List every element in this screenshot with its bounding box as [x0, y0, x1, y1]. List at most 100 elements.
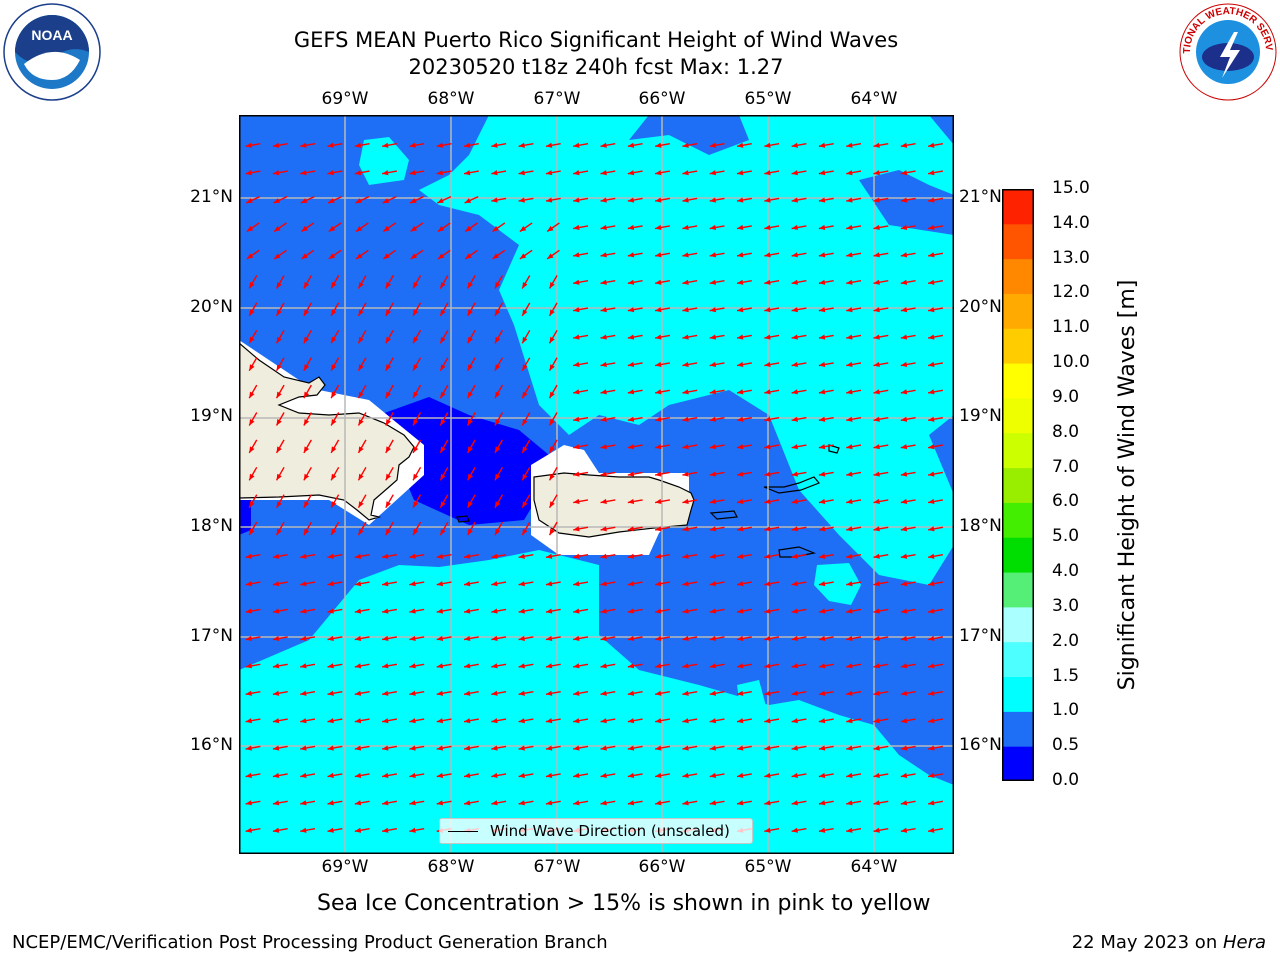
wave-direction-arrowhead [328, 253, 336, 259]
wave-direction-arrowhead [518, 142, 525, 148]
wave-direction-arrowhead [928, 471, 935, 477]
wave-direction-arrowhead [737, 800, 744, 806]
wave-direction-arrowhead [549, 473, 555, 481]
wave-direction-arrowhead [900, 772, 908, 779]
lat-label-right: 20°N [959, 297, 1002, 317]
wave-direction-arrowhead [818, 279, 826, 285]
wave-direction-arrowhead [358, 473, 364, 481]
wave-direction-arrowhead [900, 718, 908, 724]
wave-direction-arrowhead [873, 361, 880, 368]
wave-direction-arrowhead [573, 197, 580, 203]
wave-direction-arrowhead [600, 635, 607, 642]
wave-direction-arrowhead [301, 253, 308, 259]
wave-direction-arrowhead [737, 389, 744, 395]
wave-direction-arrowhead [413, 309, 419, 316]
wave-direction-arrowhead [655, 526, 662, 532]
footer-date: 22 May 2023 on Hera [1072, 932, 1266, 953]
wave-direction-arrowhead [385, 473, 392, 481]
wave-direction-arrowhead [518, 581, 525, 587]
wave-direction-arrowhead [791, 444, 798, 450]
wave-direction-arrowhead [846, 581, 853, 587]
wave-direction-arrowhead [764, 389, 771, 395]
colorbar-segment [1002, 328, 1034, 364]
wave-direction-arrowhead [464, 800, 471, 806]
wave-direction-arrowhead [331, 528, 337, 536]
wave-direction-arrowhead [764, 170, 771, 176]
wave-direction-arrowhead [413, 473, 419, 481]
wave-direction-arrowhead [818, 663, 826, 669]
wave-direction-arrowhead [900, 553, 908, 559]
wave-direction-arrowhead [522, 501, 528, 508]
lat-label-left: 17°N [190, 626, 233, 646]
wave-direction-arrowhead [549, 446, 555, 453]
wave-direction-arrowhead [464, 553, 471, 559]
wave-direction-arrowhead [873, 718, 880, 724]
wave-direction-arrowhead [300, 690, 307, 696]
wave-direction-arrowhead [549, 309, 555, 316]
wave-direction-arrowhead [358, 364, 364, 371]
wave-direction-arrowhead [491, 142, 498, 148]
wave-direction-arrowhead [682, 663, 689, 669]
wave-direction-arrowhead [522, 309, 528, 316]
wave-direction-arrowhead [900, 690, 908, 696]
wave-direction-arrowhead [382, 608, 389, 614]
wave-direction-arrowhead [846, 279, 853, 285]
wave-direction-arrowhead [655, 444, 662, 450]
wave-direction-arrowhead [682, 224, 689, 231]
wave-direction-arrowhead [737, 361, 744, 368]
lon-label-bottom: 67°W [533, 857, 581, 877]
wave-direction-arrowhead [682, 471, 689, 477]
wave-direction-arrowhead [627, 553, 635, 559]
wave-direction-arrowhead [327, 718, 334, 724]
wave-direction-arrowhead [900, 745, 908, 751]
wave-direction-arrowhead [900, 471, 908, 477]
wave-direction-arrowhead [354, 690, 362, 696]
wave-direction-arrowhead [655, 252, 662, 258]
wave-direction-arrowhead [737, 498, 744, 505]
wave-direction-arrowhead [846, 718, 853, 724]
wave-direction-arrowhead [709, 800, 717, 806]
wave-direction-arrowhead [272, 635, 280, 642]
wave-direction-arrowhead [549, 528, 555, 536]
wave-direction-arrowhead [791, 334, 798, 340]
wave-direction-arrowhead [358, 528, 364, 536]
legend-line-swatch [448, 830, 478, 832]
colorbar-segment [1002, 363, 1034, 399]
wave-direction-arrowhead [764, 581, 771, 587]
wave-direction-arrowhead [627, 526, 635, 532]
sea-ice-note: Sea Ice Concentration > 15% is shown in … [317, 891, 931, 916]
wave-direction-arrowhead [764, 498, 771, 505]
wave-direction-arrowhead [545, 553, 553, 559]
wave-direction-arrowhead [549, 336, 555, 344]
wave-direction-arrowhead [358, 391, 364, 399]
wave-direction-arrowhead [928, 142, 935, 148]
wave-direction-arrowhead [573, 307, 580, 313]
footer-host: Hera [1222, 932, 1266, 953]
wave-direction-arrowhead [272, 827, 280, 833]
wave-direction-arrowhead [245, 553, 252, 559]
wave-direction-arrowhead [737, 142, 744, 148]
wave-direction-arrowhead [818, 690, 826, 696]
wave-direction-arrowhead [791, 718, 798, 724]
wave-direction-arrowhead [437, 253, 445, 259]
wave-direction-arrowhead [303, 501, 310, 508]
wave-direction-arrowhead [573, 170, 580, 176]
colorbar-segment [1002, 606, 1034, 643]
wave-direction-arrowhead [764, 307, 771, 313]
wave-direction-arrowhead [764, 745, 771, 751]
colorbar-tick-label: 0.0 [1052, 770, 1080, 790]
wave-direction-arrowhead [409, 142, 416, 148]
wave-band-1.0-1.5-islet-a [359, 137, 409, 185]
wave-direction-arrowhead [494, 281, 501, 289]
wave-direction-arrowhead [464, 745, 471, 751]
wave-direction-arrowhead [791, 170, 798, 176]
wave-direction-arrowhead [300, 772, 307, 779]
wave-direction-arrowhead [709, 307, 717, 313]
colorbar-segment [1002, 258, 1034, 294]
wave-direction-arrowhead [928, 553, 935, 559]
wave-direction-arrowhead [436, 170, 444, 176]
colorbar-segment [1002, 537, 1034, 573]
lon-label-top: 67°W [533, 89, 581, 109]
wave-direction-arrowhead [465, 225, 472, 232]
wave-direction-arrowhead [709, 663, 717, 669]
